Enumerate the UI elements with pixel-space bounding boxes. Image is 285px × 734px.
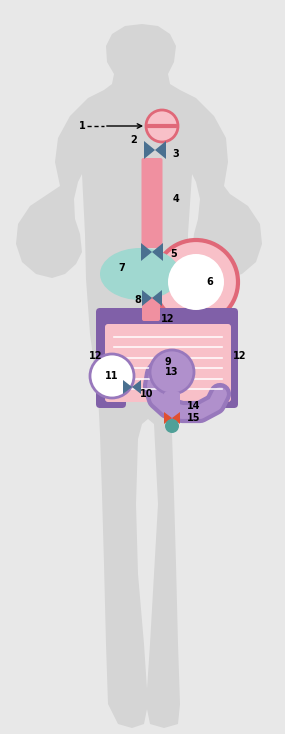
Ellipse shape — [100, 248, 180, 300]
Polygon shape — [172, 412, 180, 424]
Text: 2: 2 — [131, 135, 137, 145]
FancyBboxPatch shape — [105, 324, 231, 402]
Text: 6: 6 — [207, 277, 213, 287]
Polygon shape — [155, 141, 166, 159]
FancyBboxPatch shape — [141, 158, 162, 248]
Polygon shape — [123, 380, 132, 394]
Text: 3: 3 — [173, 149, 179, 159]
Text: 4: 4 — [173, 194, 179, 204]
FancyBboxPatch shape — [164, 392, 180, 418]
Circle shape — [165, 419, 179, 433]
Polygon shape — [141, 243, 152, 261]
Text: 9: 9 — [165, 357, 171, 367]
Polygon shape — [144, 141, 155, 159]
Circle shape — [154, 240, 238, 324]
Text: 10: 10 — [140, 389, 154, 399]
Text: 12: 12 — [233, 351, 247, 361]
Polygon shape — [142, 290, 152, 306]
Text: 11: 11 — [105, 371, 119, 381]
Text: 12: 12 — [89, 351, 103, 361]
Circle shape — [150, 350, 194, 394]
FancyBboxPatch shape — [96, 330, 126, 408]
Text: 8: 8 — [135, 295, 141, 305]
Polygon shape — [152, 290, 162, 306]
FancyBboxPatch shape — [142, 297, 160, 321]
Circle shape — [168, 254, 224, 310]
Text: 5: 5 — [171, 249, 177, 259]
Text: 7: 7 — [119, 263, 125, 273]
Text: 12: 12 — [161, 314, 175, 324]
Circle shape — [146, 110, 178, 142]
FancyBboxPatch shape — [96, 308, 238, 338]
Polygon shape — [152, 243, 163, 261]
FancyBboxPatch shape — [208, 330, 238, 408]
Circle shape — [90, 354, 134, 398]
Text: 1: 1 — [79, 121, 86, 131]
Text: 14: 14 — [187, 401, 201, 411]
Polygon shape — [164, 412, 172, 424]
Polygon shape — [16, 24, 262, 728]
Polygon shape — [132, 380, 141, 394]
Text: 13: 13 — [165, 367, 179, 377]
Text: 15: 15 — [187, 413, 201, 423]
